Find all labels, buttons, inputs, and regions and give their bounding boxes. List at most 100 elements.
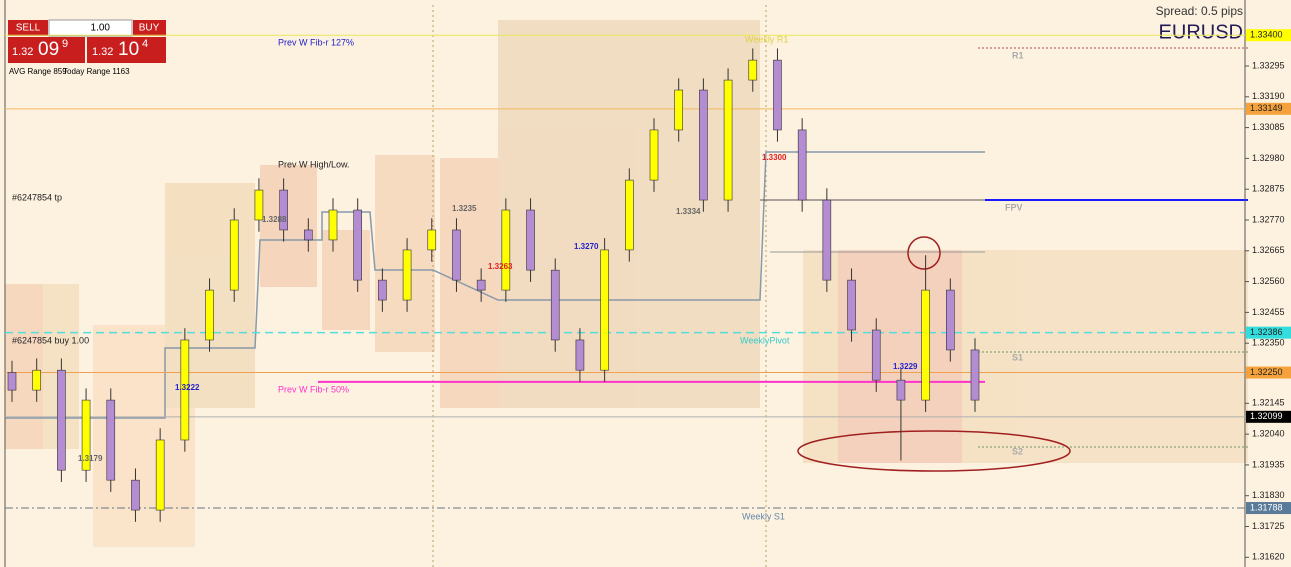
candle-body bbox=[304, 229, 313, 241]
sell-button[interactable] bbox=[8, 20, 48, 36]
annotation: #6247854 tp bbox=[12, 192, 62, 202]
candle-body bbox=[526, 209, 535, 271]
lots-value: 1.00 bbox=[91, 23, 111, 34]
price-label: 1.3288 bbox=[262, 215, 287, 224]
candle-body bbox=[57, 369, 66, 471]
candle-body bbox=[427, 229, 437, 251]
candle-body bbox=[871, 329, 881, 381]
price-tag-label: 1.33400 bbox=[1250, 30, 1283, 40]
annotation: FPV bbox=[1005, 202, 1023, 212]
bid-big: 09 bbox=[38, 39, 59, 60]
annotation: R1 bbox=[1012, 50, 1024, 60]
annotation: #6247854 buy 1.00 bbox=[12, 335, 89, 345]
annotation: Prev W Fib-r 50% bbox=[278, 384, 349, 394]
y-tick-label: 1.32145 bbox=[1252, 398, 1285, 408]
y-tick-label: 1.31620 bbox=[1252, 552, 1285, 562]
candle-body bbox=[699, 89, 708, 201]
candle-body bbox=[723, 79, 733, 201]
price-tag bbox=[1246, 502, 1291, 515]
annotation: Weekly R1 bbox=[745, 34, 788, 44]
candle-body bbox=[155, 439, 165, 511]
candle-body bbox=[847, 279, 856, 331]
candle-body bbox=[81, 399, 91, 471]
candle-body bbox=[205, 289, 214, 341]
annotation: Prev W Fib-r 127% bbox=[278, 37, 354, 47]
candle-body bbox=[748, 59, 758, 81]
candle-body bbox=[600, 249, 609, 371]
y-tick-label: 1.32770 bbox=[1252, 214, 1285, 224]
candle-body bbox=[625, 179, 634, 251]
box bbox=[322, 230, 370, 330]
price-tag bbox=[1246, 410, 1291, 423]
price-label: 1.3270 bbox=[574, 242, 599, 251]
annotation: S1 bbox=[1012, 352, 1023, 362]
today-range: Today Range 1163 bbox=[63, 67, 130, 76]
bid-box[interactable] bbox=[8, 37, 85, 63]
candle-body bbox=[180, 339, 190, 441]
candle-body bbox=[106, 399, 116, 481]
candle-body bbox=[896, 379, 906, 401]
annotation: Weekly S1 bbox=[742, 511, 785, 521]
symbol: EURUSD bbox=[1159, 21, 1243, 43]
y-tick-label: 1.33295 bbox=[1252, 60, 1285, 70]
y-tick-label: 1.32040 bbox=[1252, 428, 1285, 438]
candle-body bbox=[575, 339, 585, 371]
buy-button[interactable] bbox=[133, 20, 166, 36]
candle-body bbox=[452, 229, 461, 281]
buy-label: BUY bbox=[139, 23, 160, 34]
candle-body bbox=[402, 249, 412, 301]
candle-body bbox=[131, 479, 140, 511]
price-label: 1.3263 bbox=[488, 262, 513, 271]
candle-body bbox=[32, 369, 41, 391]
ask-box[interactable] bbox=[87, 37, 166, 63]
avg-range: AVG Range 859 bbox=[9, 67, 67, 76]
candle-body bbox=[550, 269, 560, 341]
y-tick-label: 1.31725 bbox=[1252, 521, 1285, 531]
candle-body bbox=[279, 189, 288, 231]
candle-body bbox=[328, 209, 338, 241]
candle-body bbox=[254, 189, 264, 221]
candle-body bbox=[378, 279, 387, 301]
candle-body bbox=[674, 89, 683, 131]
ask-big: 10 bbox=[118, 39, 139, 60]
prev-week-high-low bbox=[5, 151, 985, 419]
y-tick-label: 1.33085 bbox=[1252, 122, 1285, 132]
spread: Spread: 0.5 pips bbox=[1156, 4, 1243, 18]
price-label: 1.3229 bbox=[893, 362, 918, 371]
price-tag-label: 1.32250 bbox=[1250, 367, 1283, 377]
price-tag bbox=[1246, 366, 1291, 379]
price-label: 1.3235 bbox=[452, 204, 477, 213]
y-tick-label: 1.31935 bbox=[1252, 459, 1285, 469]
bid-sup: 9 bbox=[62, 38, 68, 50]
price-label: 1.3334 bbox=[676, 207, 701, 216]
highlight-circle bbox=[907, 236, 941, 270]
price-tag bbox=[1246, 102, 1291, 115]
y-tick-label: 1.32980 bbox=[1252, 153, 1285, 163]
candle-body bbox=[773, 59, 782, 131]
candle-body bbox=[649, 129, 659, 181]
y-tick-label: 1.33190 bbox=[1252, 91, 1285, 101]
candle-body bbox=[921, 289, 930, 401]
candle-body bbox=[822, 199, 832, 281]
lots-input[interactable] bbox=[48, 19, 133, 37]
price-tag bbox=[1246, 326, 1291, 339]
price-label: 1.3222 bbox=[175, 383, 200, 392]
candle-body bbox=[7, 372, 17, 391]
y-tick-label: 1.32665 bbox=[1252, 245, 1285, 255]
candle-body bbox=[229, 219, 239, 291]
y-tick-label: 1.32560 bbox=[1252, 276, 1285, 286]
candle-body bbox=[501, 209, 511, 291]
box bbox=[260, 165, 317, 287]
price-tag-label: 1.33149 bbox=[1250, 103, 1283, 113]
price-label: 1.3300 bbox=[762, 153, 787, 162]
sell-label: SELL bbox=[16, 23, 41, 34]
highlight-ellipse bbox=[797, 430, 1071, 472]
y-tick-label: 1.32875 bbox=[1252, 184, 1285, 194]
y-tick-label: 1.31830 bbox=[1252, 490, 1285, 500]
annotation: WeeklyPivot bbox=[740, 335, 790, 345]
candle-body bbox=[797, 129, 807, 201]
ask-prefix: 1.32 bbox=[92, 46, 113, 58]
box bbox=[5, 284, 43, 449]
price-label: 1.3179 bbox=[78, 454, 103, 463]
